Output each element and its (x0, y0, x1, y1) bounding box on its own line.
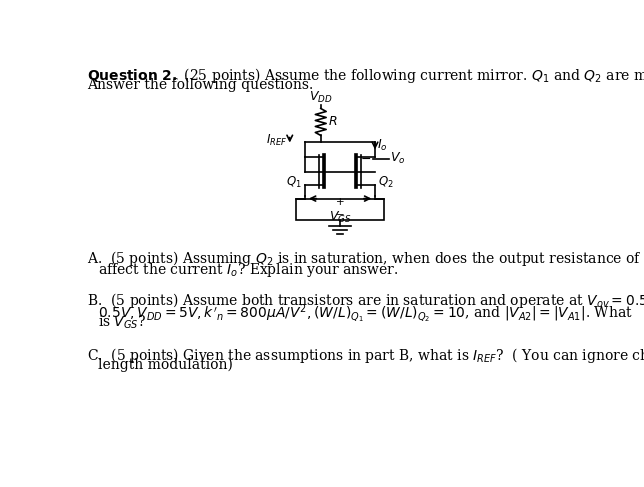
Text: $0.5V, V_{DD} = 5V, k'_n = 800\mu A/V^2, (W/L)_{Q_1} = (W/L)_{Q_2} = 10$, and $|: $0.5V, V_{DD} = 5V, k'_n = 800\mu A/V^2,… (97, 302, 632, 325)
Text: C.  (5 points) Given the assumptions in part B, what is $I_{REF}$?  ( You can ig: C. (5 points) Given the assumptions in p… (87, 346, 644, 365)
Text: $R$: $R$ (328, 115, 338, 129)
Text: $+$: $+$ (336, 196, 345, 207)
Text: Answer the following questions.: Answer the following questions. (87, 78, 313, 92)
Text: length modulation): length modulation) (97, 358, 232, 373)
Text: $V_o$: $V_o$ (390, 151, 406, 166)
Text: $Q_2$: $Q_2$ (378, 175, 393, 190)
Text: B.  (5 points) Assume both transistors are in saturation and operate at $V_{ov} : B. (5 points) Assume both transistors ar… (87, 291, 644, 310)
Text: affect the current $I_o$? Explain your answer.: affect the current $I_o$? Explain your a… (97, 261, 398, 279)
Text: $\mathbf{Question\ 2.}$ (25 points) Assume the following current mirror. $Q_1$ a: $\mathbf{Question\ 2.}$ (25 points) Assu… (87, 66, 644, 85)
Bar (296, 199, 384, 220)
Text: $I_{REF}$: $I_{REF}$ (266, 132, 287, 148)
Text: $-$: $-$ (336, 208, 345, 218)
Text: $Q_1$: $Q_1$ (287, 175, 302, 190)
Text: $V_{GS}$: $V_{GS}$ (329, 210, 352, 225)
Text: is $V_{GS}$?: is $V_{GS}$? (97, 314, 146, 332)
Text: $V_{DD}$: $V_{DD}$ (309, 90, 332, 105)
Text: $-$: $-$ (360, 152, 371, 165)
Text: $I_o$: $I_o$ (377, 138, 388, 153)
Text: A.  (5 points) Assuming $Q_2$ is in saturation, when does the output resistance : A. (5 points) Assuming $Q_2$ is in satur… (87, 249, 644, 268)
